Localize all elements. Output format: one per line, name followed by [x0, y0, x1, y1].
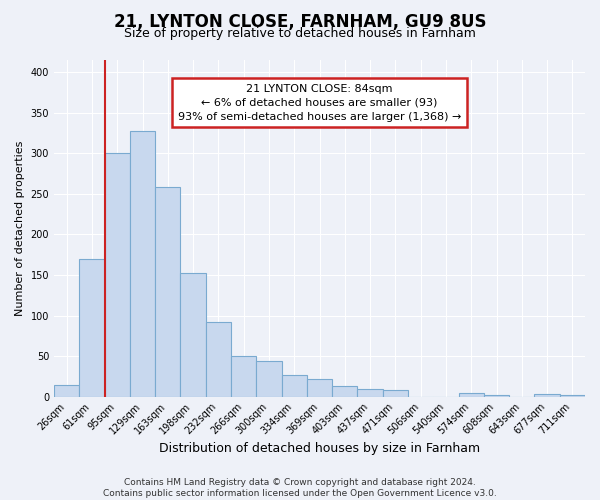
Bar [535, 394, 560, 396]
Bar [307, 379, 332, 396]
Bar [484, 395, 509, 396]
Bar [332, 386, 358, 396]
Bar [79, 259, 104, 396]
Text: 21 LYNTON CLOSE: 84sqm
← 6% of detached houses are smaller (93)
93% of semi-deta: 21 LYNTON CLOSE: 84sqm ← 6% of detached … [178, 84, 461, 122]
Y-axis label: Number of detached properties: Number of detached properties [15, 140, 25, 316]
Bar [256, 361, 281, 396]
X-axis label: Distribution of detached houses by size in Farnham: Distribution of detached houses by size … [159, 442, 480, 455]
Text: Contains HM Land Registry data © Crown copyright and database right 2024.
Contai: Contains HM Land Registry data © Crown c… [103, 478, 497, 498]
Bar [458, 394, 484, 396]
Text: 21, LYNTON CLOSE, FARNHAM, GU9 8US: 21, LYNTON CLOSE, FARNHAM, GU9 8US [114, 12, 486, 30]
Bar [155, 188, 181, 396]
Bar [54, 384, 79, 396]
Bar [383, 390, 408, 396]
Bar [130, 130, 155, 396]
Bar [560, 395, 585, 396]
Bar [231, 356, 256, 397]
Bar [104, 154, 130, 396]
Text: Size of property relative to detached houses in Farnham: Size of property relative to detached ho… [124, 28, 476, 40]
Bar [181, 272, 206, 396]
Bar [206, 322, 231, 396]
Bar [358, 388, 383, 396]
Bar [281, 375, 307, 396]
